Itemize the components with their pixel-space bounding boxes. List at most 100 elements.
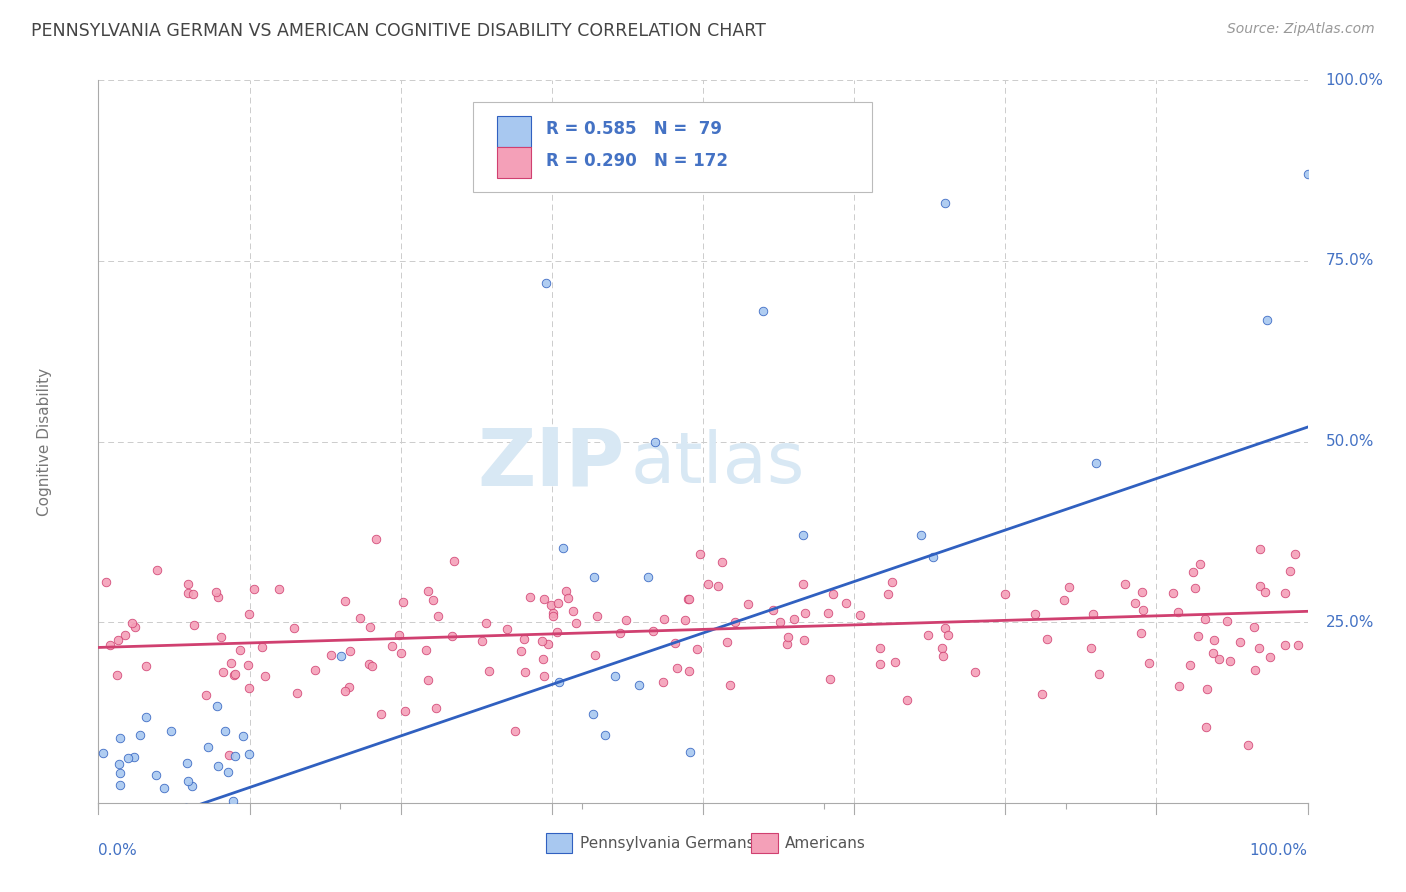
Point	[1132, 603, 1154, 617]
Point	[1024, 607, 1046, 621]
Point	[776, 630, 799, 644]
Point	[1125, 596, 1147, 610]
Point	[583, 570, 606, 584]
Point	[644, 434, 666, 449]
Point	[389, 646, 412, 660]
Point	[934, 196, 956, 211]
Point	[1286, 638, 1309, 652]
Point	[135, 659, 157, 673]
Point	[238, 607, 260, 622]
Text: Pennsylvania Germans: Pennsylvania Germans	[579, 836, 754, 851]
Point	[792, 577, 814, 591]
Point	[364, 533, 387, 547]
Point	[207, 590, 229, 604]
Point	[1296, 167, 1319, 181]
Point	[533, 668, 555, 682]
Point	[243, 582, 266, 596]
Point	[153, 780, 176, 795]
Point	[910, 528, 932, 542]
Point	[107, 632, 129, 647]
Point	[108, 779, 131, 793]
Point	[380, 639, 402, 653]
Point	[160, 724, 183, 739]
Point	[1057, 580, 1080, 594]
Point	[603, 668, 626, 682]
Point	[212, 665, 235, 679]
Text: Source: ZipAtlas.com: Source: ZipAtlas.com	[1227, 22, 1375, 37]
Point	[1178, 657, 1201, 672]
Point	[689, 547, 711, 561]
FancyBboxPatch shape	[546, 833, 572, 854]
FancyBboxPatch shape	[498, 147, 531, 178]
Point	[762, 603, 785, 617]
Point	[105, 668, 128, 682]
Point	[1202, 632, 1225, 647]
Point	[1279, 564, 1302, 578]
Text: 0.0%: 0.0%	[98, 843, 138, 857]
Point	[337, 680, 360, 694]
Point	[737, 597, 759, 611]
Point	[427, 609, 450, 624]
Point	[471, 634, 494, 648]
Point	[794, 606, 817, 620]
Text: atlas: atlas	[630, 429, 804, 498]
Point	[1243, 620, 1265, 634]
Point	[145, 768, 167, 782]
Point	[98, 638, 121, 652]
Point	[582, 706, 605, 721]
Point	[90, 843, 112, 857]
Point	[89, 832, 111, 847]
Point	[339, 644, 361, 658]
Point	[114, 628, 136, 642]
Point	[1249, 542, 1271, 557]
Point	[177, 577, 200, 591]
Point	[135, 813, 157, 827]
Point	[776, 637, 799, 651]
Point	[153, 805, 176, 819]
Point	[1080, 640, 1102, 655]
Point	[537, 636, 560, 650]
Point	[176, 586, 198, 600]
Point	[108, 765, 131, 780]
Point	[1249, 579, 1271, 593]
Point	[349, 611, 371, 625]
Point	[533, 591, 555, 606]
Point	[108, 841, 131, 855]
Point	[181, 780, 204, 794]
Point	[1254, 584, 1277, 599]
Point	[1181, 565, 1204, 579]
Point	[90, 840, 112, 855]
Text: 25.0%: 25.0%	[1326, 615, 1374, 630]
Point	[135, 710, 157, 724]
Point	[1163, 585, 1185, 599]
Point	[678, 664, 700, 678]
Point	[1129, 626, 1152, 640]
Point	[934, 621, 956, 635]
Point	[478, 665, 501, 679]
Point	[238, 681, 260, 696]
Point	[194, 689, 217, 703]
Text: 75.0%: 75.0%	[1326, 253, 1374, 268]
Point	[994, 587, 1017, 601]
Point	[224, 749, 246, 764]
Point	[932, 649, 955, 664]
Point	[651, 675, 673, 690]
Point	[214, 723, 236, 738]
Point	[224, 668, 246, 682]
Point	[1216, 614, 1239, 628]
Point	[361, 658, 384, 673]
Point	[679, 745, 702, 759]
Point	[512, 632, 534, 646]
Point	[884, 655, 907, 669]
Point	[124, 813, 146, 827]
Point	[416, 673, 439, 687]
Point	[547, 596, 569, 610]
Point	[1188, 558, 1211, 572]
Point	[1036, 632, 1059, 646]
FancyBboxPatch shape	[498, 116, 531, 147]
Point	[415, 643, 437, 657]
Point	[357, 657, 380, 671]
Point	[218, 747, 240, 762]
Point	[1236, 738, 1258, 752]
Point	[146, 563, 169, 577]
